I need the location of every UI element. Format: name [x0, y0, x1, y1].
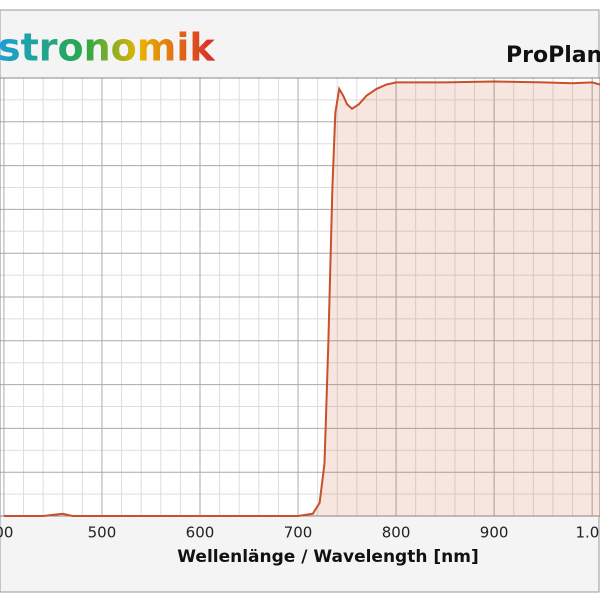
x-tick-label: 1.00 [575, 524, 600, 542]
x-tick-label: 700 [284, 524, 313, 542]
x-axis-label: Wellenlänge / Wavelength [nm] [177, 547, 478, 567]
x-tick-label: 800 [382, 524, 411, 542]
x-tick-label: 500 [88, 524, 117, 542]
area-fill [3, 81, 600, 516]
chart-title: ProPlan [506, 43, 600, 68]
x-tick-label: 900 [480, 524, 509, 542]
x-tick-label: 600 [186, 524, 215, 542]
brand-logo: stronomik [0, 26, 215, 70]
x-tick-label: 00 [0, 524, 13, 542]
line-series [3, 80, 600, 517]
